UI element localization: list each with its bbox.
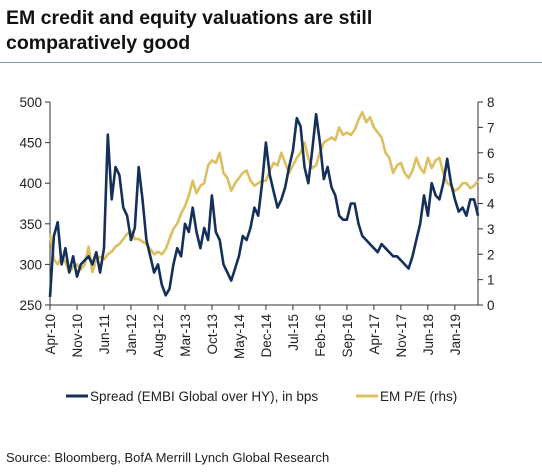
x-tick-label: Jan-12 <box>124 314 139 355</box>
x-tick-label: May-14 <box>232 314 247 360</box>
right-tick-label: 7 <box>487 120 495 135</box>
legend: Spread (EMBI Global over HY), in bps EM … <box>66 389 457 404</box>
x-tick-label: Jun-11 <box>97 314 112 354</box>
title-divider <box>0 62 542 63</box>
x-tick-label: Jul-15 <box>286 314 301 351</box>
legend-label-spread: Spread (EMBI Global over HY), in bps <box>90 389 318 404</box>
series-line-em-pe <box>48 110 480 274</box>
legend-label-em-pe: EM P/E (rhs) <box>380 389 457 404</box>
left-tick-label: 300 <box>19 257 42 272</box>
right-tick-label: 3 <box>487 222 495 237</box>
x-tick-label: Mar-13 <box>178 314 193 357</box>
x-tick-label: Oct-13 <box>205 314 220 355</box>
x-axis-ticks: Apr-10 Nov-10 Jun-11 Jan-12 Aug-12 Mar-13 Oct-… <box>43 305 463 359</box>
left-tick-label: 250 <box>19 298 42 313</box>
source-note: Source: Bloomberg, BofA Merrill Lynch Gl… <box>6 450 330 465</box>
right-tick-label: 4 <box>487 197 495 212</box>
right-tick-label: 0 <box>487 298 495 313</box>
x-tick-label: Nov-17 <box>394 314 409 358</box>
left-tick-label: 400 <box>19 176 42 191</box>
plot-area: 250 300 350 400 450 500 0 1 2 3 4 5 6 7 8 Apr-10 Nov-1… <box>19 95 495 359</box>
x-tick-label: Apr-10 <box>43 314 58 355</box>
right-tick-label: 1 <box>487 273 495 288</box>
right-tick-label: 8 <box>487 95 495 110</box>
chart-title: EM credit and equity valuations are stil… <box>6 7 373 54</box>
x-tick-label: Sep-16 <box>340 314 355 358</box>
right-tick-label: 2 <box>487 247 495 262</box>
left-tick-label: 500 <box>19 95 42 110</box>
right-tick-label: 6 <box>487 146 495 161</box>
x-tick-label: Jun-18 <box>421 314 436 355</box>
left-tick-label: 450 <box>19 136 42 151</box>
left-tick-label: 350 <box>19 217 42 232</box>
x-tick-label: Dec-14 <box>259 314 274 358</box>
left-axis-ticks: 250 300 350 400 450 500 <box>19 95 50 313</box>
x-tick-label: Nov-10 <box>70 314 85 358</box>
x-tick-label: Apr-17 <box>367 314 382 355</box>
x-tick-label: Aug-12 <box>151 314 166 358</box>
chart-canvas: 250 300 350 400 450 500 0 1 2 3 4 5 6 7 8 Apr-10 Nov-1… <box>19 95 495 404</box>
right-axis-ticks: 0 1 2 3 4 5 6 7 8 <box>478 95 495 313</box>
x-tick-label: Jan-19 <box>448 314 463 355</box>
series-line-spread <box>48 112 480 297</box>
right-tick-label: 5 <box>487 171 495 186</box>
x-tick-label: Feb-16 <box>313 314 328 357</box>
